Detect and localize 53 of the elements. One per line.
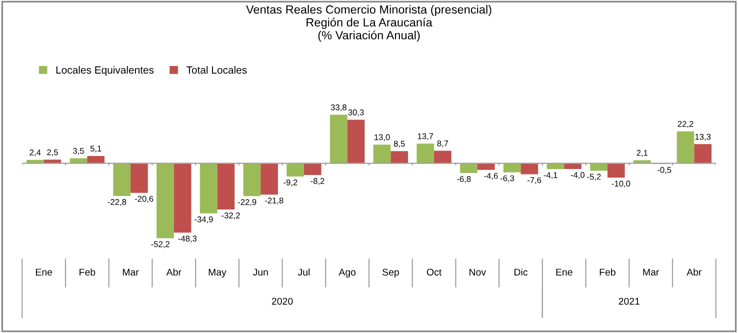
x-tick-label: Ene bbox=[36, 268, 52, 276]
chart-title: Ventas Reales Comercio Minorista (presencial) Región de La Araucanía (% Variación Anual) bbox=[246, 4, 492, 42]
x-tick-label: Abr bbox=[166, 268, 182, 276]
data-label: 2,1 bbox=[636, 150, 648, 157]
legend-label: Locales Equivalentes bbox=[56, 66, 154, 76]
data-label: 22,2 bbox=[678, 121, 694, 128]
data-label: 2,5 bbox=[47, 149, 58, 156]
data-label: -6,8 bbox=[457, 176, 471, 183]
x-tick-label: Feb bbox=[600, 268, 616, 276]
data-label: -4,0 bbox=[570, 172, 584, 179]
x-tick-label: Mar bbox=[643, 268, 660, 276]
data-label: 13,7 bbox=[418, 133, 434, 140]
x-tick-label: Ago bbox=[338, 268, 356, 278]
data-label: -34,9 bbox=[194, 216, 213, 224]
data-label: -7,6 bbox=[527, 177, 542, 184]
x-tick-label: May bbox=[208, 268, 226, 278]
legend-label: Total Locales bbox=[186, 66, 247, 74]
data-label: -4,6 bbox=[484, 172, 498, 180]
data-label: -48,3 bbox=[178, 236, 197, 243]
data-label: -22,9 bbox=[238, 199, 256, 206]
data-label: 8,5 bbox=[394, 140, 405, 148]
data-label: 8,7 bbox=[437, 140, 448, 148]
data-label: 3,5 bbox=[73, 148, 84, 155]
x-tick-label: Jun bbox=[252, 268, 268, 276]
x-tick-label: Abr bbox=[686, 268, 702, 276]
x-tick-label: Ene bbox=[556, 268, 572, 276]
data-label: -20,6 bbox=[134, 196, 154, 203]
x-tick-label: Sep bbox=[382, 268, 399, 278]
data-label: -52,2 bbox=[151, 241, 170, 248]
text: 2021 bbox=[618, 298, 640, 305]
data-label: 2,4 bbox=[30, 150, 41, 156]
x-tick-label: Oct bbox=[426, 268, 442, 276]
data-label: -6,3 bbox=[500, 175, 514, 182]
data-label: -0,5 bbox=[658, 166, 672, 174]
data-label: -32,2 bbox=[222, 212, 240, 220]
x-tick-label: Nov bbox=[470, 268, 486, 276]
data-label: -10,0 bbox=[612, 180, 630, 188]
data-label: 33,8 bbox=[330, 104, 346, 112]
x-tick-label: Jul bbox=[298, 268, 310, 276]
text: 2020 bbox=[272, 298, 293, 305]
x-tick-label: Mar bbox=[122, 268, 139, 276]
data-label: 30,3 bbox=[348, 109, 364, 116]
data-label: -21,8 bbox=[265, 198, 284, 204]
data-label: -8,2 bbox=[310, 178, 324, 185]
data-label: -5,2 bbox=[587, 174, 601, 181]
data-label: -22,8 bbox=[108, 199, 126, 206]
data-label: 5,1 bbox=[90, 146, 102, 153]
data-label: -4,1 bbox=[544, 172, 558, 180]
data-label: 13,0 bbox=[374, 134, 390, 142]
x-tick-label: Feb bbox=[80, 268, 96, 276]
data-label: -9,2 bbox=[284, 179, 298, 186]
data-label: 13,3 bbox=[695, 134, 711, 141]
x-tick-label: Dic bbox=[514, 268, 528, 276]
